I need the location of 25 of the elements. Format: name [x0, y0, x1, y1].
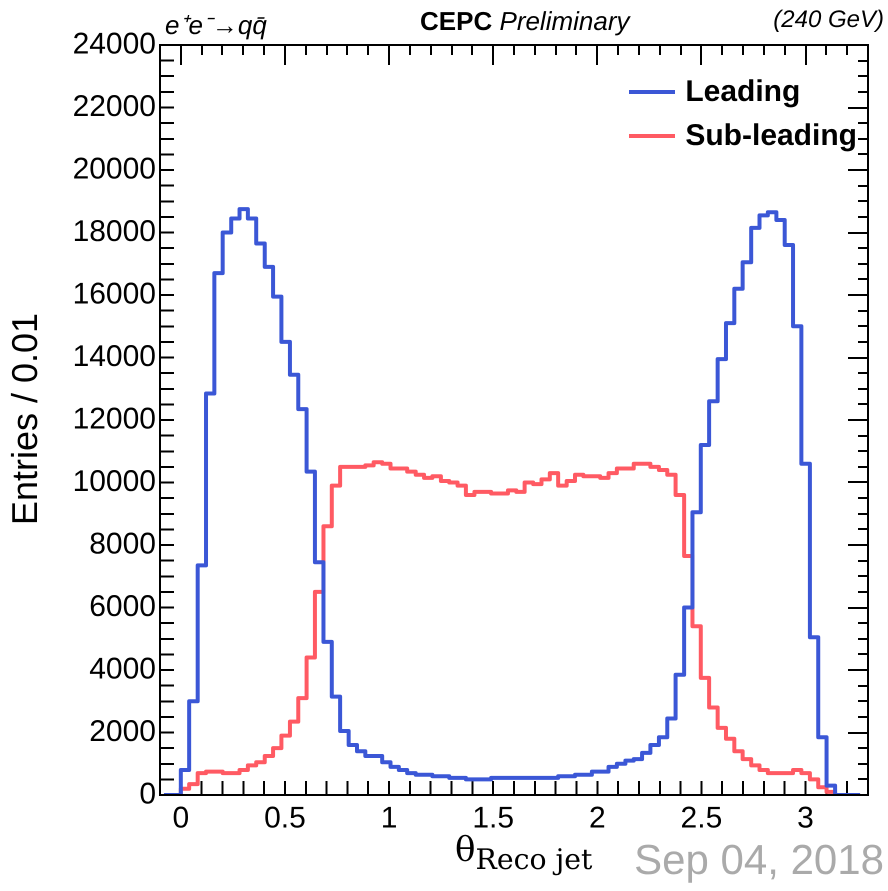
x-tick-label: 1: [380, 801, 398, 834]
y-axis-title: Entries / 0.01: [4, 312, 46, 528]
legend-label: Sub-leading: [685, 119, 857, 153]
y-tick-label: 12000: [72, 402, 156, 436]
y-tick-label: 16000: [72, 277, 156, 310]
x-tick-label: 0: [172, 801, 190, 834]
x-tick-label: 2.5: [680, 801, 722, 834]
y-tick-label: 0: [139, 777, 156, 810]
text: CEPC Preliminary: [420, 6, 630, 36]
y-tick-label: 4000: [89, 652, 156, 686]
text: e⁺e⁻→qq̄: [165, 9, 267, 42]
text: Sep 04, 2018: [634, 836, 884, 884]
legend-label: Leading: [685, 75, 800, 109]
y-tick-label: 2000: [89, 714, 156, 748]
y-tick-label: 14000: [72, 340, 156, 373]
y-tick-label: 8000: [89, 527, 156, 560]
y-tick-label: 22000: [72, 90, 156, 123]
x-tick-label: 0.5: [264, 801, 306, 834]
x-tick-label: 3: [797, 801, 814, 834]
y-tick-label: 6000: [89, 590, 156, 623]
y-tick-label: 18000: [72, 214, 156, 248]
text: (240 GeV): [773, 6, 884, 34]
y-tick-label: 24000: [72, 27, 156, 60]
y-tick-label: 20000: [72, 152, 156, 186]
y-tick-label: 10000: [72, 464, 156, 498]
